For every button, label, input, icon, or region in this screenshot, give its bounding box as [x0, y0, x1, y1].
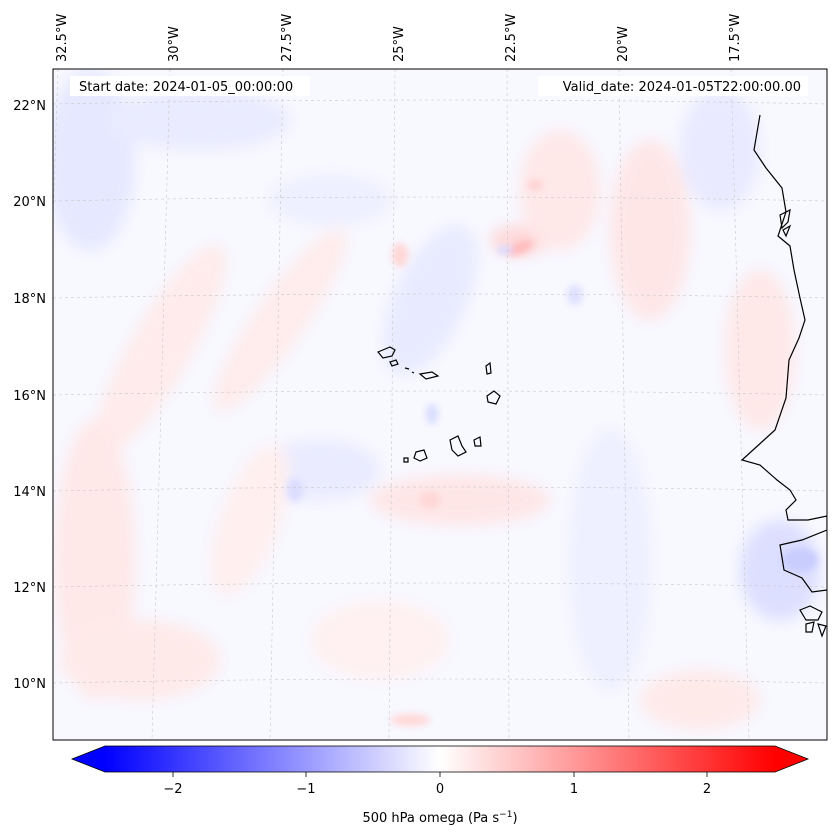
latitude-labels: 22°N 20°N 18°N 16°N 14°N 12°N 10°N [13, 99, 46, 692]
graticule [53, 69, 827, 740]
lat-label-14n: 14°N [13, 485, 46, 500]
colorbar-tick-2: 2 [703, 782, 711, 797]
colorbar-min-extend [72, 746, 105, 772]
africa-coastline [740, 114, 827, 593]
lon-label-27.5w: 27.5°W [280, 14, 295, 62]
lat-label-12n: 12°N [13, 581, 46, 596]
lat-label-20n: 20°N [13, 195, 46, 210]
colorbar-tick-1: 1 [570, 782, 578, 797]
colorbar-gradient [105, 746, 775, 772]
colorbar-label-main: 500 hPa omega (Pa s [362, 811, 499, 826]
lat-label-10n: 10°N [13, 677, 46, 692]
colorbar-label-close: ) [512, 811, 517, 826]
colorbar-tick-m2: −2 [163, 782, 182, 797]
colorbar-label: 500 hPa omega (Pa s−1) [362, 810, 517, 826]
cape-verde-islands [377, 346, 501, 463]
valid-date-box [538, 76, 808, 96]
colorbar-tick-m1: −1 [296, 782, 315, 797]
omega-field [53, 69, 827, 740]
colorbar: −2 −1 0 1 2 500 hPa omega (Pa s−1) [70, 745, 810, 826]
colorbar-tick-0: 0 [436, 782, 444, 797]
valid-date-label: Valid_date: 2024-01-05T22:00:00.00 [563, 80, 801, 95]
lon-label-30w: 30°W [167, 26, 182, 62]
lat-label-16n: 16°N [13, 389, 46, 404]
start-date-label: Start date: 2024-01-05_00:00:00 [79, 80, 293, 95]
colorbar-max-extend [775, 746, 808, 772]
start-date-box [70, 76, 310, 96]
lon-label-17.5w: 17.5°W [728, 14, 743, 62]
longitude-labels: 32.5°W 30°W 27.5°W 25°W 22.5°W 20°W 17.5… [55, 14, 743, 62]
lon-label-32.5w: 32.5°W [55, 14, 70, 62]
colorbar-label-exp: −1 [499, 810, 512, 820]
lon-label-25w: 25°W [392, 26, 407, 62]
coastlines [740, 114, 827, 638]
lon-label-22.5w: 22.5°W [504, 14, 519, 62]
lat-label-18n: 18°N [13, 292, 46, 307]
colorbar-outline [70, 745, 810, 773]
map-frame [52, 68, 828, 741]
lat-label-22n: 22°N [13, 99, 46, 114]
lon-label-20w: 20°W [616, 26, 631, 62]
